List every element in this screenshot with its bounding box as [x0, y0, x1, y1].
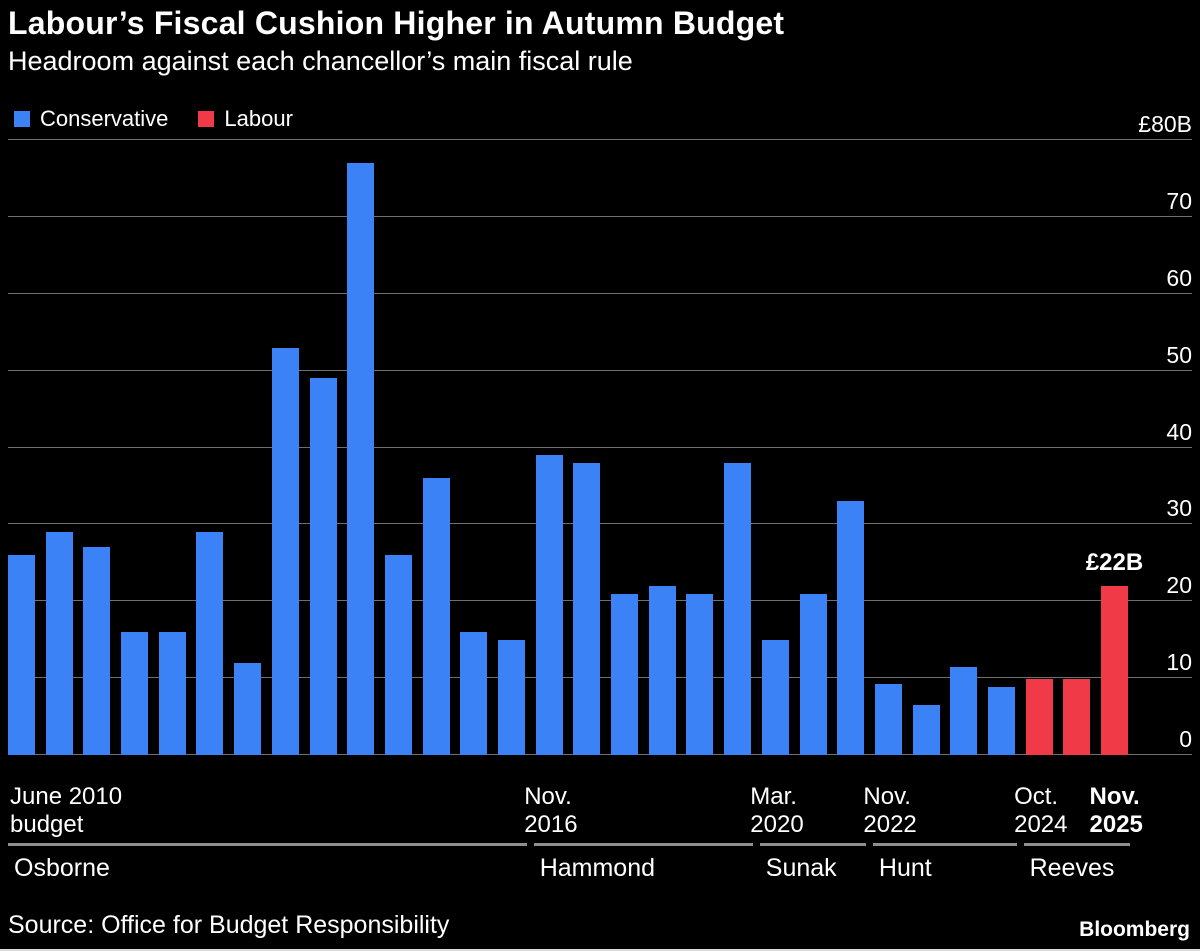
value-annotation: £22B	[1085, 548, 1144, 576]
bar-10-conservative	[384, 555, 412, 755]
legend-swatch-labour	[198, 111, 215, 127]
bar-28-labour	[1063, 678, 1091, 755]
x-tick-Mar-2020: Mar. 2020	[750, 783, 803, 839]
x-tick-line-Nov-2016: 2016	[524, 811, 578, 838]
bar-13-conservative	[498, 639, 525, 755]
x-tick-Nov-2016: Nov. 2016	[524, 783, 577, 839]
bar-7-conservative	[271, 347, 299, 755]
bar-4-conservative	[158, 632, 186, 755]
y-axis-label-60: 60	[1166, 264, 1192, 291]
legend: Conservative Labour	[14, 106, 293, 132]
y-axis-label-70: 70	[1166, 187, 1192, 214]
chancellor-line-osborne	[8, 843, 527, 846]
bar-5-conservative	[196, 532, 224, 755]
chart-subtitle: Headroom against each chancellor’s main …	[8, 46, 633, 76]
x-tick-line-Oct-2024: 2024	[1014, 811, 1068, 838]
bar-21-conservative	[799, 593, 827, 755]
bar-1-conservative	[45, 532, 73, 755]
gridline-60	[8, 292, 1192, 294]
legend-item-conservative: Conservative	[14, 106, 168, 132]
y-axis-label-20: 20	[1166, 572, 1192, 599]
bar-25-conservative	[950, 666, 978, 755]
bar-18-conservative	[686, 593, 714, 755]
chart-title: Labour’s Fiscal Cushion Higher in Autumn…	[8, 5, 785, 41]
chancellor-line-sunak	[759, 843, 867, 846]
x-axis: June 2010 budget Nov. 2016 Mar. 2020 Nov. 2022 O…	[8, 783, 1192, 840]
x-tick-line-Nov-2025: Nov.	[1089, 783, 1140, 810]
chancellor-line-hammond	[533, 843, 754, 846]
y-axis-label-50: 50	[1166, 341, 1192, 368]
bar-16-conservative	[611, 593, 638, 755]
chancellor-line-reeves	[1023, 843, 1130, 846]
bar-26-conservative	[987, 686, 1015, 755]
gridline-40	[8, 446, 1192, 448]
legend-label-conservative: Conservative	[40, 106, 169, 131]
chancellor-label-sunak: Sunak	[765, 854, 837, 882]
bar-14-conservative	[535, 455, 563, 755]
y-axis-label-30: 30	[1166, 495, 1192, 522]
bloomberg-logo: Bloomberg	[1079, 918, 1190, 941]
x-tick-line-Mar-2020: Mar.	[750, 783, 797, 810]
bar-11-conservative	[422, 478, 450, 755]
x-tick-line-Oct-2024: Oct.	[1014, 783, 1059, 810]
x-tick-line-Nov-2016: Nov.	[524, 783, 572, 810]
bar-29-labour	[1101, 585, 1128, 755]
bar-9-conservative	[347, 163, 375, 755]
gridline-70	[8, 215, 1192, 217]
x-tick-line-Mar-2020: 2020	[750, 811, 804, 838]
bar-19-conservative	[724, 462, 752, 755]
y-axis-label-0: 0	[1179, 726, 1192, 752]
bar-2-conservative	[83, 547, 111, 755]
gridline-50	[8, 369, 1192, 371]
chancellor-line-hunt	[872, 843, 1017, 846]
bar-20-conservative	[761, 639, 789, 755]
x-tick-Nov-2022: Nov. 2022	[863, 783, 916, 839]
bar-22-conservative	[837, 501, 865, 755]
legend-swatch-conservative	[14, 111, 30, 127]
y-axis-label-10: 10	[1166, 649, 1192, 676]
x-tick-line-June2010-budget: June 2010	[10, 783, 123, 810]
x-tick-line-Nov-2022: 2022	[863, 811, 917, 838]
bar-17-conservative	[648, 585, 676, 755]
bar-6-conservative	[234, 662, 262, 755]
y-axis-label-80: £80B	[1138, 111, 1192, 137]
bar-15-conservative	[573, 462, 601, 755]
chancellor-label-osborne: Osborne	[14, 854, 110, 882]
plot-area: £22B	[8, 140, 1143, 755]
chancellor-axis: Osborne Hammond Sunak Hunt Reeves	[8, 843, 1192, 888]
bar-0-conservative	[8, 555, 35, 755]
bar-3-conservative	[121, 632, 149, 755]
bar-8-conservative	[309, 378, 337, 755]
bar-27-labour	[1025, 678, 1053, 755]
x-tick-line-Nov-2022: Nov.	[863, 783, 911, 810]
x-tick-line-Nov-2025: 2025	[1089, 811, 1143, 838]
gridline-80	[8, 139, 1192, 140]
chancellor-label-hunt: Hunt	[878, 854, 932, 882]
x-tick-June2010-budget: June 2010 budget	[10, 783, 122, 839]
chancellor-label-hammond: Hammond	[539, 854, 656, 882]
bar-12-conservative	[460, 632, 488, 755]
x-tick-line-June2010-budget: budget	[10, 811, 84, 838]
chancellor-label-reeves: Reeves	[1029, 854, 1115, 882]
y-axis-label-40: 40	[1166, 418, 1192, 445]
bar-24-conservative	[912, 705, 940, 755]
bar-23-conservative	[874, 684, 902, 755]
chart-area: £22B 0 10 20 30 40 50 60 70 £80B	[8, 112, 1192, 755]
x-tick-Oct-2024: Oct. 2024	[1014, 783, 1067, 839]
x-tick-Nov-2025: Nov. 2025	[1090, 783, 1143, 839]
legend-label-labour: Labour	[224, 106, 293, 131]
bottom-rule	[0, 949, 1200, 951]
source-note: Source: Office for Budget Responsibility	[8, 911, 450, 939]
legend-item-labour: Labour	[198, 106, 293, 132]
